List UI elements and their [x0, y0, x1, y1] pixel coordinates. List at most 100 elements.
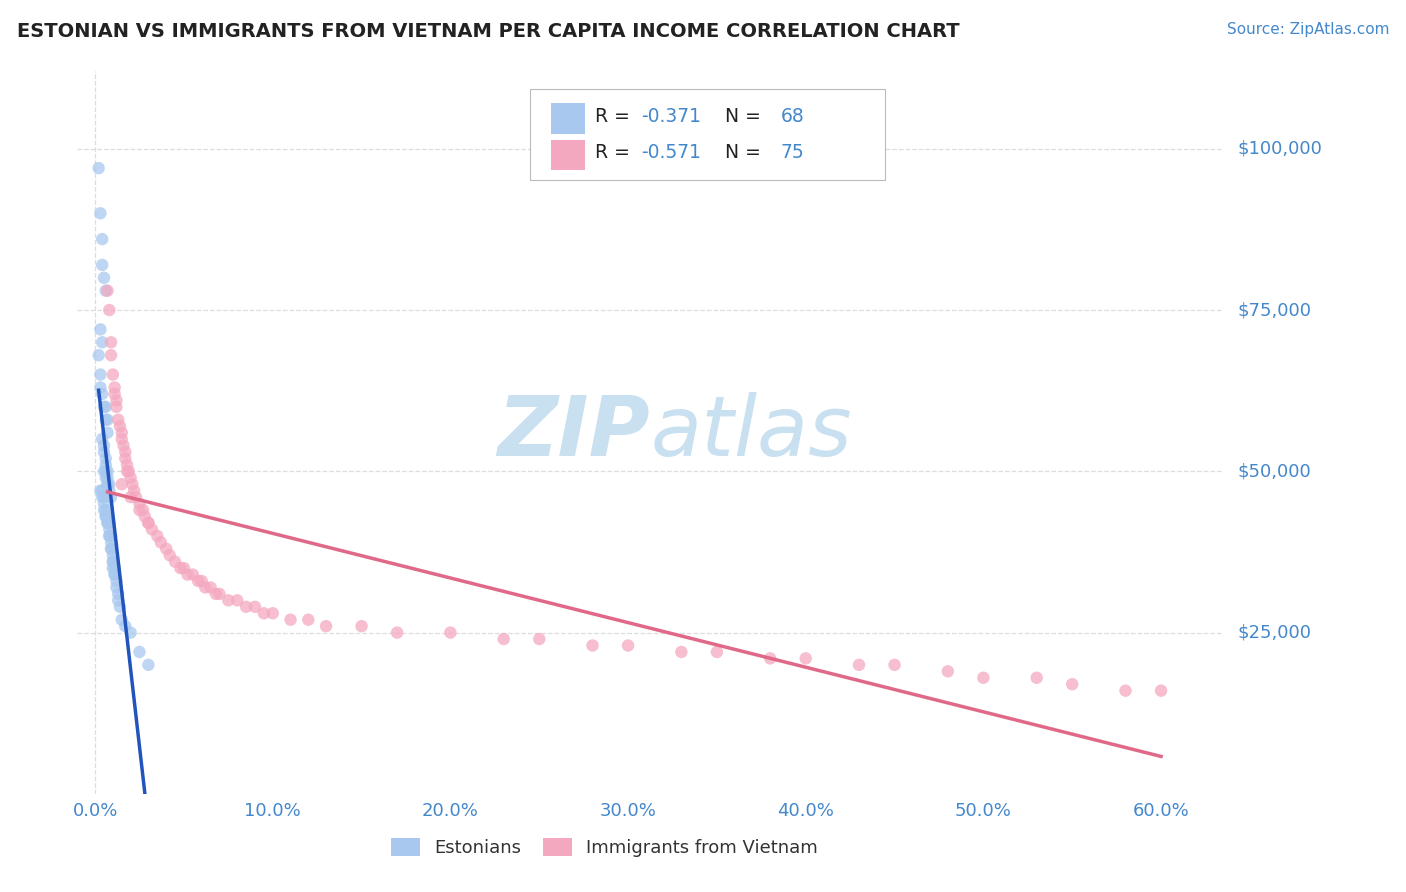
Point: [128, 503, 150, 517]
Point: [101, 548, 124, 562]
Text: Source: ZipAtlas.com: Source: ZipAtlas.com: [1226, 22, 1389, 37]
Point: [93, 270, 115, 285]
Point: [96, 471, 118, 485]
Point: [100, 535, 122, 549]
Point: [98, 516, 121, 530]
Text: ESTONIAN VS IMMIGRANTS FROM VIETNAM PER CAPITA INCOME CORRELATION CHART: ESTONIAN VS IMMIGRANTS FROM VIETNAM PER …: [17, 22, 959, 41]
Point: [243, 599, 266, 614]
FancyBboxPatch shape: [530, 89, 886, 180]
Point: [173, 561, 195, 575]
Point: [104, 567, 127, 582]
Point: [114, 445, 136, 459]
Point: [93, 503, 115, 517]
Legend: Estonians, Immigrants from Vietnam: Estonians, Immigrants from Vietnam: [384, 831, 825, 864]
Point: [94, 464, 117, 478]
Point: [297, 613, 319, 627]
Text: 75: 75: [780, 144, 804, 162]
Point: [98, 483, 121, 498]
Point: [111, 477, 134, 491]
Point: [100, 541, 122, 556]
Point: [159, 548, 181, 562]
Point: [132, 503, 155, 517]
Point: [1115, 683, 1137, 698]
Point: [100, 541, 122, 556]
Point: [315, 619, 337, 633]
Point: [134, 509, 156, 524]
Point: [176, 567, 198, 582]
Point: [138, 516, 160, 530]
Point: [118, 464, 141, 478]
Bar: [551, 140, 585, 170]
Point: [96, 516, 118, 530]
Point: [205, 587, 228, 601]
Text: $50,000: $50,000: [1237, 462, 1310, 480]
Point: [253, 607, 276, 621]
Point: [98, 522, 121, 536]
Point: [98, 529, 121, 543]
Point: [101, 561, 124, 575]
Point: [217, 593, 239, 607]
Point: [89, 380, 111, 394]
Point: [91, 258, 114, 272]
Text: N =: N =: [713, 107, 768, 126]
Point: [671, 645, 693, 659]
Point: [96, 425, 118, 440]
Point: [93, 438, 115, 452]
Point: [114, 619, 136, 633]
Point: [125, 490, 148, 504]
Point: [101, 368, 124, 382]
Point: [89, 368, 111, 382]
Text: R =: R =: [595, 107, 636, 126]
Point: [111, 432, 134, 446]
Point: [111, 425, 134, 440]
Point: [200, 581, 222, 595]
Point: [100, 348, 122, 362]
Point: [226, 593, 249, 607]
Point: [936, 665, 959, 679]
Point: [96, 516, 118, 530]
Point: [120, 625, 142, 640]
Point: [190, 574, 212, 588]
Point: [104, 380, 127, 394]
Point: [120, 471, 142, 485]
Point: [89, 322, 111, 336]
Point: [94, 509, 117, 524]
Point: [1150, 683, 1173, 698]
Text: $25,000: $25,000: [1237, 624, 1312, 641]
Point: [529, 632, 551, 646]
Point: [120, 490, 142, 504]
Point: [91, 335, 114, 350]
Point: [89, 483, 111, 498]
Point: [581, 639, 603, 653]
Point: [94, 451, 117, 466]
Point: [1025, 671, 1047, 685]
Point: [883, 657, 905, 672]
Point: [146, 529, 169, 543]
Point: [208, 587, 231, 601]
Point: [706, 645, 728, 659]
Point: [100, 490, 122, 504]
Point: [617, 639, 640, 653]
Point: [94, 458, 117, 472]
Point: [128, 645, 150, 659]
Point: [93, 445, 115, 459]
Point: [104, 387, 127, 401]
Point: [91, 483, 114, 498]
Point: [94, 471, 117, 485]
Text: $100,000: $100,000: [1237, 140, 1322, 158]
Point: [122, 483, 145, 498]
Point: [94, 413, 117, 427]
Point: [114, 451, 136, 466]
Point: [91, 490, 114, 504]
Point: [96, 413, 118, 427]
Point: [350, 619, 373, 633]
Point: [93, 464, 115, 478]
Point: [794, 651, 817, 665]
Point: [115, 458, 138, 472]
Text: R =: R =: [595, 144, 636, 162]
Point: [235, 599, 257, 614]
Point: [280, 613, 302, 627]
Point: [108, 599, 131, 614]
Point: [138, 516, 160, 530]
Text: $75,000: $75,000: [1237, 301, 1312, 319]
